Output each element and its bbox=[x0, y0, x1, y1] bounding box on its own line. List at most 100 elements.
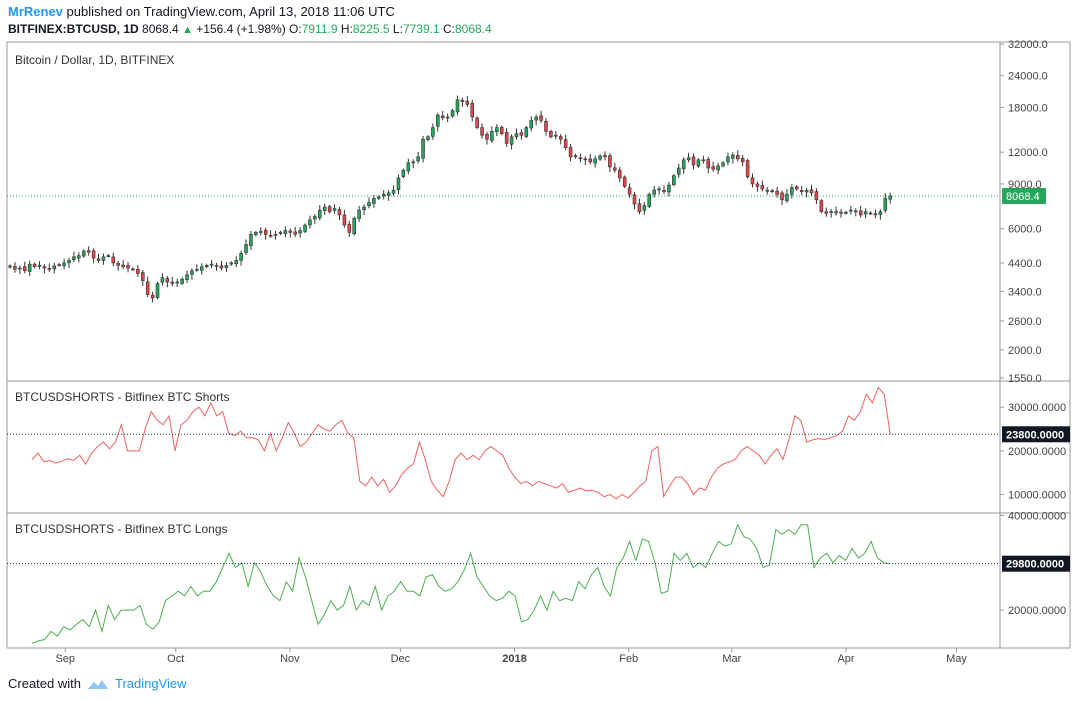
candle-body bbox=[642, 205, 647, 211]
candle-body bbox=[499, 126, 504, 134]
candle-body bbox=[401, 169, 406, 177]
x-tick-label: Feb bbox=[619, 653, 638, 665]
candle-body bbox=[431, 127, 435, 137]
close-value: 8068.4 bbox=[454, 22, 492, 36]
candle-body bbox=[234, 260, 238, 265]
candle-body bbox=[8, 265, 12, 268]
candle-body bbox=[662, 189, 666, 192]
candle-body bbox=[406, 162, 411, 172]
candle-body bbox=[637, 203, 642, 212]
candle-body bbox=[175, 281, 179, 284]
candle-body bbox=[106, 255, 111, 257]
price-tick-label: 18000.0 bbox=[1008, 102, 1048, 114]
candle-body bbox=[785, 193, 789, 201]
indicator-tick-label: 40000.0000 bbox=[1008, 510, 1066, 522]
candle-body bbox=[57, 264, 61, 266]
price-pane-title: Bitcoin / Dollar, 1D, BITFINEX bbox=[15, 53, 174, 67]
price-tick-label: 6000.0 bbox=[1008, 224, 1042, 236]
candle-body bbox=[888, 195, 892, 200]
low-value: 7739.1 bbox=[402, 22, 440, 36]
candle-body bbox=[77, 255, 81, 259]
candle-body bbox=[627, 187, 632, 195]
change-value: +156.4 (+1.98%) bbox=[196, 22, 286, 36]
author-link[interactable]: MrRenev bbox=[8, 4, 63, 19]
candle-body bbox=[534, 116, 538, 121]
candle-body bbox=[647, 193, 652, 207]
candle-body bbox=[42, 266, 47, 269]
candle-body bbox=[504, 132, 509, 144]
candle-body bbox=[706, 159, 711, 169]
candle-body bbox=[101, 256, 106, 261]
candle-body bbox=[155, 283, 160, 298]
candle-body bbox=[391, 189, 396, 194]
candle-body bbox=[52, 265, 57, 270]
candle-body bbox=[170, 281, 175, 284]
candle-body bbox=[765, 189, 770, 192]
candle-body bbox=[209, 263, 214, 266]
candle-body bbox=[775, 190, 779, 195]
candle-body bbox=[465, 100, 470, 105]
candle-body bbox=[140, 272, 145, 281]
candle-body bbox=[735, 155, 740, 160]
candle-body bbox=[259, 231, 263, 233]
publish-info: MrRenev published on TradingView.com, Ap… bbox=[8, 4, 395, 19]
price-tick-label: 32000.0 bbox=[1008, 39, 1048, 51]
candle-body bbox=[445, 116, 450, 119]
published-text: published on TradingView.com, April 13, … bbox=[66, 4, 395, 19]
candle-body bbox=[839, 211, 843, 214]
candle-body bbox=[190, 270, 194, 275]
candle-body bbox=[440, 115, 445, 119]
candle-body bbox=[490, 131, 494, 141]
candle-body bbox=[514, 133, 519, 138]
candle-body bbox=[283, 230, 288, 235]
candle-body bbox=[760, 185, 765, 190]
candle-body bbox=[367, 202, 371, 207]
candle-body bbox=[809, 189, 814, 194]
candle-body bbox=[617, 169, 622, 179]
candle-body bbox=[755, 183, 760, 187]
candle-body bbox=[657, 188, 661, 191]
price-tick-label: 24000.0 bbox=[1008, 71, 1048, 83]
candle-body bbox=[254, 232, 258, 236]
candle-body bbox=[219, 265, 224, 269]
candle-body bbox=[81, 250, 86, 257]
candle-body bbox=[308, 219, 312, 226]
candle-body bbox=[549, 131, 553, 138]
x-tick-label: 2018 bbox=[502, 653, 526, 665]
last-price-badge bbox=[1002, 188, 1046, 205]
candle-body bbox=[303, 224, 307, 232]
tradingview-link[interactable]: TradingView bbox=[114, 676, 187, 691]
x-tick-label: Mar bbox=[722, 653, 741, 665]
candle-body bbox=[844, 212, 848, 214]
candle-body bbox=[421, 138, 425, 159]
candle-body bbox=[160, 277, 165, 283]
x-tick-label: Sep bbox=[55, 653, 75, 665]
candle-body bbox=[524, 127, 529, 137]
candle-body bbox=[86, 250, 91, 253]
candle-body bbox=[554, 134, 558, 137]
candle-body bbox=[568, 146, 573, 158]
close-label: C: bbox=[442, 22, 455, 36]
candle-body bbox=[455, 99, 460, 113]
candle-body bbox=[288, 230, 293, 233]
candle-body bbox=[32, 263, 37, 268]
footer: Created with TradingView bbox=[8, 676, 187, 691]
candle-body bbox=[495, 127, 499, 133]
candle-body bbox=[681, 159, 686, 170]
open-label: O: bbox=[289, 22, 302, 36]
price-tick-label: 2600.0 bbox=[1008, 316, 1042, 328]
candle-body bbox=[794, 186, 799, 190]
candle-body bbox=[352, 217, 356, 235]
candle-body bbox=[214, 265, 219, 267]
candle-body bbox=[332, 208, 337, 211]
indicator-tick-label: 20000.0000 bbox=[1008, 446, 1066, 458]
candle-body bbox=[770, 190, 774, 192]
shorts-pane-title: BTCUSDSHORTS - Bitfinex BTC Shorts bbox=[15, 390, 230, 404]
candle-body bbox=[362, 206, 366, 210]
candle-body bbox=[150, 294, 155, 299]
chart-frame bbox=[6, 41, 1071, 649]
candle-body bbox=[327, 206, 332, 212]
candle-body bbox=[529, 120, 534, 129]
candle-body bbox=[131, 268, 135, 271]
